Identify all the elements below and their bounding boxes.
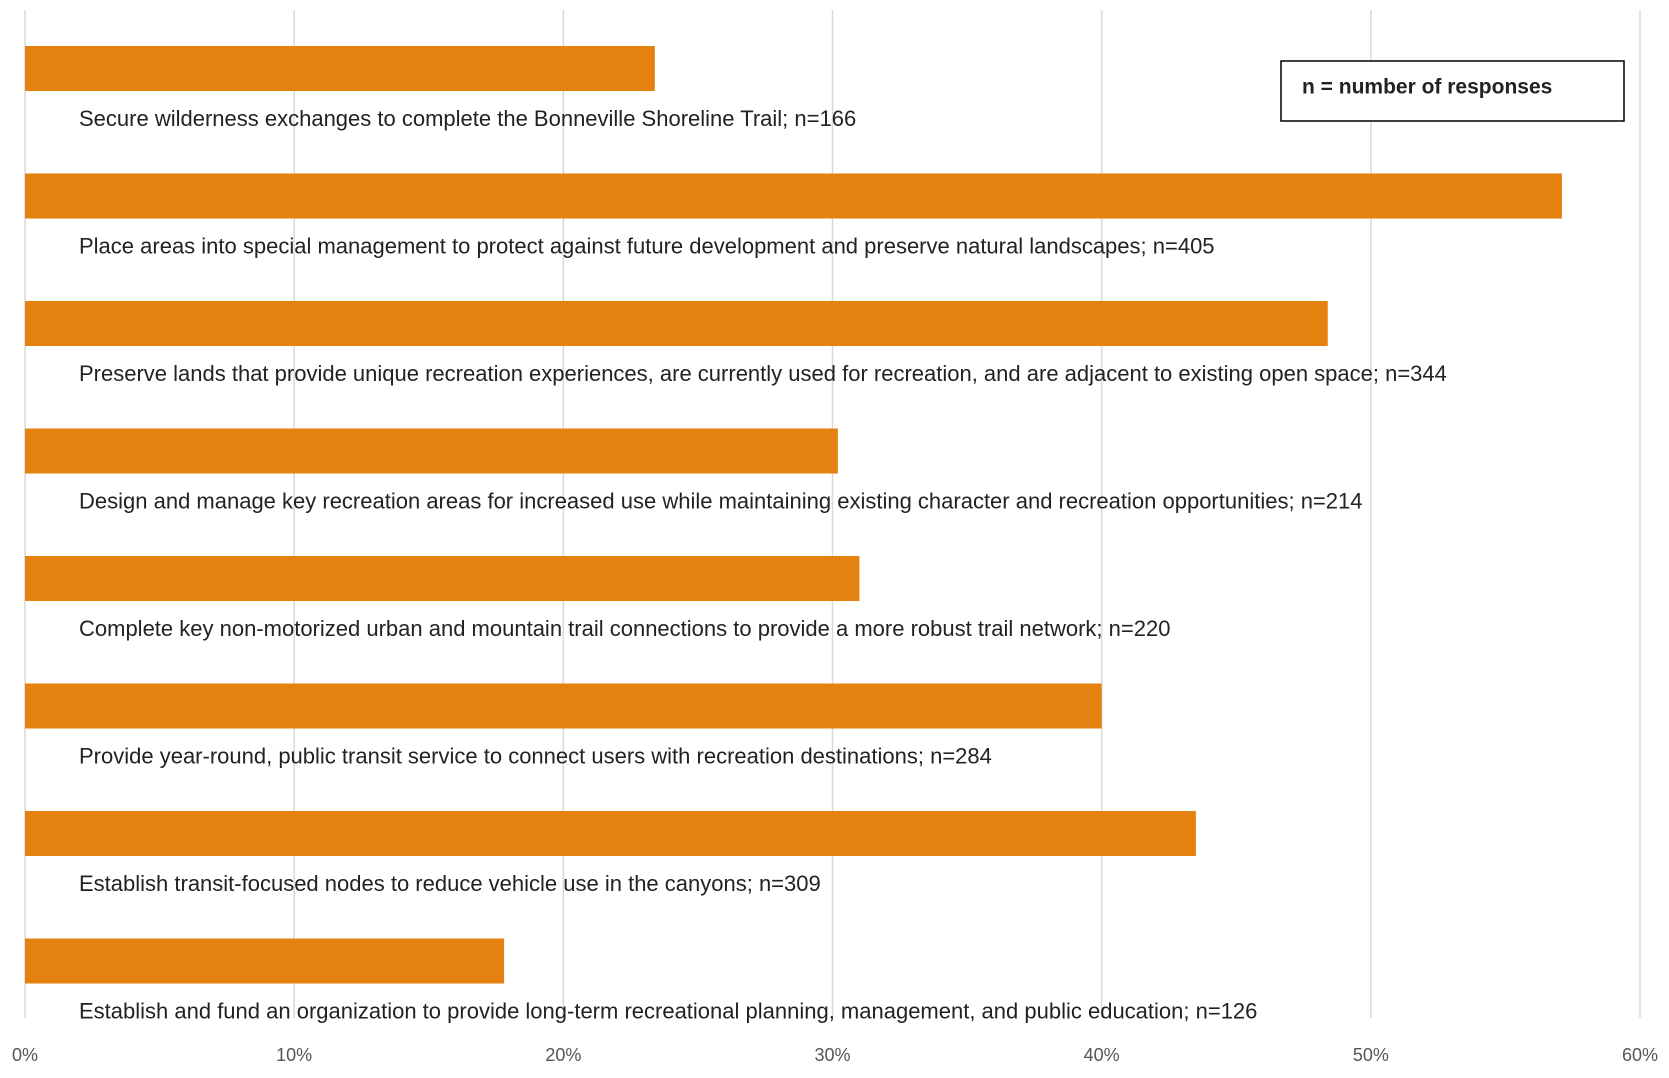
bar — [25, 173, 1562, 219]
x-tick-label: 10% — [276, 1045, 312, 1065]
category-label: Place areas into special management to p… — [79, 233, 1215, 258]
category-label: Complete key non-motorized urban and mou… — [79, 616, 1170, 641]
bar — [25, 46, 655, 91]
x-tick-label: 30% — [814, 1045, 850, 1065]
category-label: Design and manage key recreation areas f… — [79, 488, 1362, 513]
x-tick-label: 20% — [545, 1045, 581, 1065]
x-tick-label: 0% — [12, 1045, 38, 1065]
category-label: Preserve lands that provide unique recre… — [79, 361, 1447, 386]
bar — [25, 811, 1196, 856]
category-label: Secure wilderness exchanges to complete … — [79, 106, 856, 131]
bar — [25, 683, 1102, 729]
x-tick-label: 60% — [1622, 1045, 1658, 1065]
annotation-box — [1280, 60, 1625, 122]
category-label: Establish transit-focused nodes to reduc… — [79, 871, 821, 896]
category-label: Establish and fund an organization to pr… — [79, 998, 1257, 1023]
bar — [25, 938, 505, 984]
bar — [25, 301, 1328, 346]
annotation: n = number of responses — [1302, 76, 1552, 99]
bar — [25, 428, 838, 474]
x-tick-label: 50% — [1353, 1045, 1389, 1065]
x-tick-label: 40% — [1084, 1045, 1120, 1065]
bar — [25, 556, 860, 601]
category-label: Provide year-round, public transit servi… — [79, 743, 992, 768]
